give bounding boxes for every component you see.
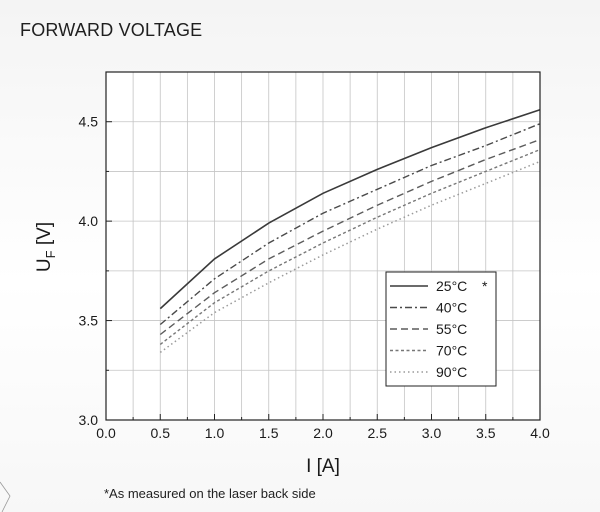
- series-line-3: [159, 148, 541, 345]
- x-tick-label: 0.5: [151, 425, 171, 441]
- x-tick-label: 3.5: [476, 425, 496, 441]
- y-axis-label-sub: F: [43, 250, 58, 258]
- series-lines: [159, 109, 541, 354]
- page-title: FORWARD VOLTAGE: [20, 20, 203, 40]
- series-line-1: [159, 123, 541, 326]
- x-tick-label: 1.0: [205, 425, 225, 441]
- x-tick-label: 0.0: [96, 425, 116, 441]
- legend: 25°C * 40°C 55°C 70°C 90°C: [385, 271, 497, 387]
- y-axis-label-unit: [V]: [34, 222, 55, 251]
- x-axis-label: I [A]: [306, 456, 340, 477]
- corner-decoration: [0, 481, 11, 512]
- legend-marker-0: *: [482, 278, 488, 294]
- y-axis-label: UF [V]: [34, 222, 58, 272]
- x-tick-label: 2.5: [368, 425, 388, 441]
- legend-label-2: 55°C: [436, 321, 467, 337]
- x-tick-label: 1.5: [259, 425, 279, 441]
- y-tick-label: 4.0: [79, 213, 99, 229]
- axis-ticks: [105, 71, 541, 421]
- series-line-2: [159, 138, 541, 336]
- legend-label-0: 25°C: [436, 278, 467, 294]
- y-tick-label: 4.5: [79, 114, 99, 130]
- x-tick-label: 3.0: [422, 425, 442, 441]
- y-tick-label: 3.5: [79, 313, 99, 329]
- x-tick-label: 2.0: [313, 425, 333, 441]
- legend-label-4: 90°C: [436, 364, 467, 380]
- series-line-0: [159, 109, 541, 310]
- footnote: *As measured on the laser back side: [104, 486, 316, 501]
- series-line-4: [159, 160, 541, 354]
- tick-labels: 0.0 0.5 1.0 1.5 2.0 2.5 3.0 3.5 4.0 3.0 3.5 4.0 4.5: [79, 114, 550, 441]
- y-axis-label-main: U: [34, 258, 55, 272]
- legend-label-1: 40°C: [436, 300, 467, 316]
- x-tick-label: 4.0: [530, 425, 550, 441]
- legend-label-3: 70°C: [436, 343, 467, 359]
- y-tick-label: 3.0: [79, 412, 99, 428]
